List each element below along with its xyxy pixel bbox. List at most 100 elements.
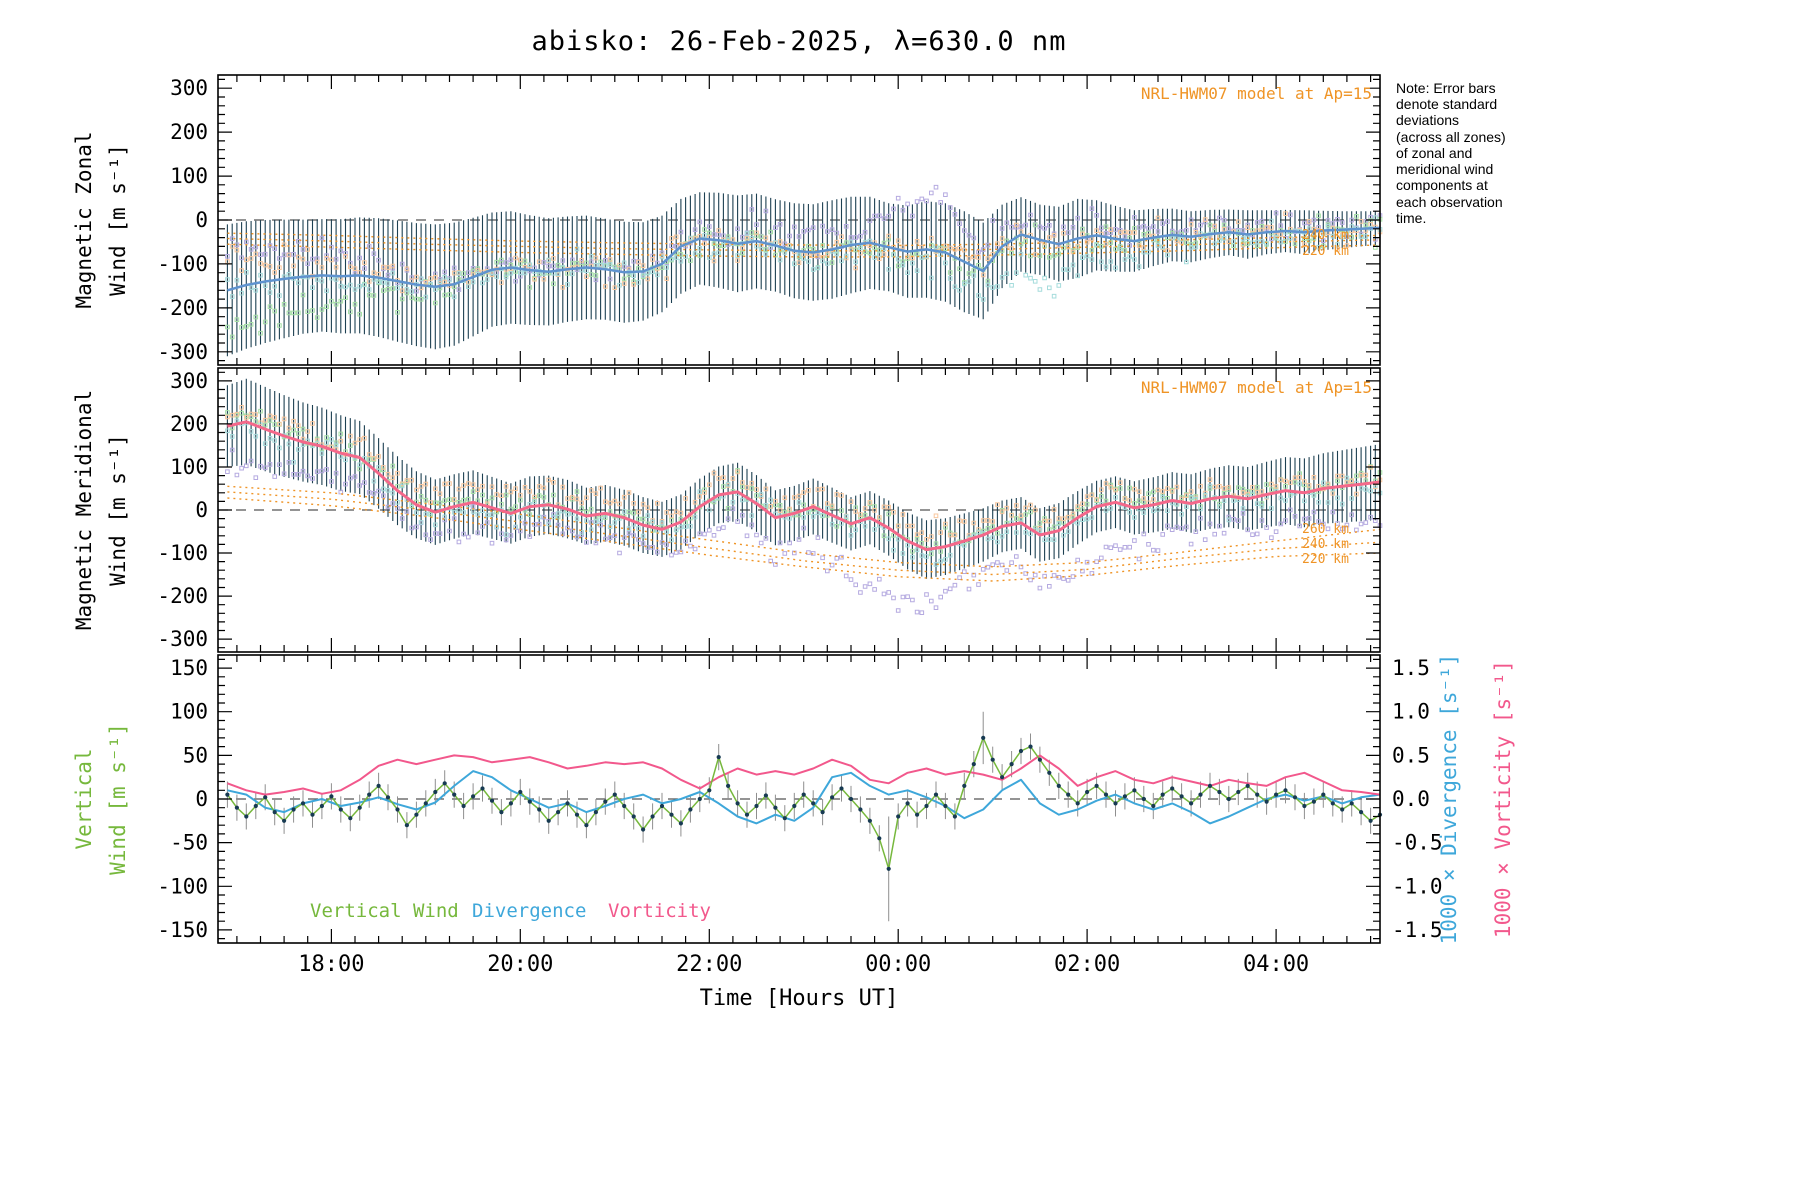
legend-vertical-wind: Vertical Wind — [310, 900, 459, 922]
y-tick-label: 100 — [170, 164, 208, 188]
vertical-wind-point — [726, 783, 731, 789]
vertical-wind-point — [357, 805, 362, 810]
y-tick-label: 300 — [170, 369, 208, 393]
vertical-wind-point — [1075, 801, 1080, 806]
chart-title: abisko: 26-Feb-2025, λ=630.0 nm — [531, 26, 1067, 57]
altitude-label-meridional-260km: 260 km — [1302, 522, 1349, 537]
vertical-wind-point — [915, 812, 920, 817]
meridional-axis-label-line1: Magnetic Meridional — [71, 389, 96, 631]
vertical-wind-point — [867, 818, 873, 823]
vertical-wind-point — [697, 796, 702, 802]
vertical-wind-point — [253, 803, 258, 809]
y-tick-label: -100 — [157, 541, 208, 565]
vertical-wind-point — [423, 801, 428, 806]
vertical-wind-point — [754, 803, 759, 809]
vertical-wind-point — [329, 794, 334, 799]
y-tick-label: -200 — [157, 296, 208, 320]
vertical-wind-point — [1028, 744, 1033, 749]
vertical-wind-point — [707, 788, 712, 793]
vertical-wind-point — [1217, 789, 1222, 795]
vertical-wind-point — [830, 795, 835, 800]
error-bars-vertical-wind — [226, 711, 1381, 922]
vertical-wind-point — [1330, 801, 1335, 806]
x-tick-label: 18:00 — [298, 952, 364, 977]
x-axis-title: Time [Hours UT] — [700, 986, 899, 1011]
vertical-wind-point — [556, 810, 561, 815]
vertical-wind-point — [546, 818, 551, 823]
vertical-wind-point — [263, 795, 268, 800]
vertical-wind-point — [367, 792, 372, 797]
vertical-wind-point — [1179, 794, 1184, 799]
magnetic-meridional-wind-line — [227, 420, 1381, 552]
vertical-wind-point — [1037, 757, 1042, 762]
model-line-220 km — [227, 497, 1381, 582]
vertical-wind-point — [1283, 788, 1288, 793]
vertical-wind-point — [952, 814, 958, 819]
zonal-axis-label-line2: Wind [m s⁻¹] — [106, 144, 130, 296]
y-tick-label: 0 — [195, 208, 208, 232]
vertical-wind-point — [1340, 807, 1345, 812]
vertical-wind-point — [659, 803, 665, 809]
vertical-wind-point — [1160, 792, 1165, 797]
y-tick-label: -150 — [157, 918, 208, 942]
vertical-wind-point — [1321, 792, 1326, 797]
vertical-wind-point — [905, 801, 910, 806]
vertical-wind-point — [858, 807, 863, 812]
y-tick-label: 100 — [170, 700, 208, 724]
y-tick-label: -200 — [157, 584, 208, 608]
vertical-wind-point — [877, 836, 882, 841]
vertical-wind-point — [678, 821, 684, 826]
vertical-axis-label-line1: Vertical — [71, 748, 96, 850]
vertical-wind-point — [990, 757, 995, 762]
vertical-wind-point — [650, 814, 655, 819]
y-tick-label: 200 — [170, 120, 208, 144]
vertical-wind-point — [1189, 801, 1194, 806]
x-tick-label: 00:00 — [865, 952, 931, 977]
vertical-wind-point — [272, 810, 277, 815]
vertical-wind-point — [981, 735, 986, 741]
vertical-wind-point — [1368, 818, 1373, 823]
panel-frame-0 — [217, 74, 1381, 366]
vertical-wind-point — [404, 823, 409, 828]
vertical-wind-point — [1113, 801, 1118, 806]
y-tick-label: 200 — [170, 412, 208, 436]
scatter-zone-nw-magnetic-meridional-wind — [225, 447, 1383, 615]
y-tick-label: -100 — [157, 874, 208, 898]
vertical-wind-point — [744, 812, 750, 817]
model-annotation-meridional: NRL-HWM07 model at Ap=15 — [1140, 378, 1372, 397]
vertical-wind-point — [414, 812, 419, 817]
vertical-wind-point — [763, 793, 769, 798]
panel-ticks-0 — [218, 75, 1380, 365]
vertical-wind-point — [348, 816, 353, 821]
vertical-wind-point — [848, 796, 854, 802]
zonal-axis-label: Magnetic Zonal Wind [m s⁻¹] — [67, 131, 135, 308]
vertical-wind-point — [395, 807, 400, 812]
vertical-wind-point — [433, 789, 438, 795]
vertical-wind-point — [489, 798, 495, 803]
vertical-wind-point — [291, 807, 296, 812]
right-y-tick-label: 1.5 — [1392, 656, 1430, 680]
vertical-wind-point — [962, 783, 967, 789]
x-tick-label: 22:00 — [676, 952, 742, 977]
vertical-wind-point — [792, 803, 797, 809]
vertical-wind-point — [574, 812, 580, 817]
vertical-wind-point — [1151, 803, 1156, 809]
vertical-wind-point — [385, 795, 391, 800]
vertical-wind-point — [1009, 762, 1014, 767]
vertical-wind-point — [593, 810, 599, 815]
altitude-label-zonal-220km: 220 km — [1302, 244, 1349, 259]
vertical-wind-point — [933, 792, 939, 797]
vertical-wind-point — [612, 792, 617, 797]
vertical-wind-point — [376, 783, 381, 789]
vertical-axis-label-line2: Wind [m s⁻¹] — [106, 723, 130, 875]
vertical-wind-point — [1056, 783, 1061, 789]
altitude-label-zonal-240km: 240 km — [1302, 228, 1349, 243]
vertical-wind-point — [1122, 794, 1127, 799]
model-line-260 km — [227, 485, 1381, 568]
right-y-tick-label: -0.5 — [1392, 831, 1443, 855]
vertical-wind-point — [537, 807, 542, 812]
magnetic-zonal-wind-line — [227, 226, 1381, 292]
x-tick-label: 20:00 — [487, 952, 553, 977]
vertical-wind-point — [508, 801, 513, 806]
